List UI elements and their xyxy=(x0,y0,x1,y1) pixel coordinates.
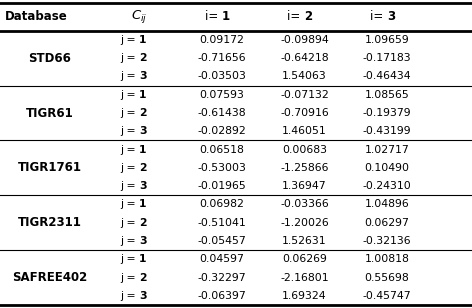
Text: 1.36947: 1.36947 xyxy=(282,181,327,191)
Text: 3: 3 xyxy=(387,10,395,23)
Text: 1: 1 xyxy=(139,144,147,155)
Text: j =: j = xyxy=(120,163,139,173)
Text: TIGR2311: TIGR2311 xyxy=(17,216,82,229)
Text: i=: i= xyxy=(205,10,222,23)
Text: -0.70916: -0.70916 xyxy=(280,108,329,118)
Text: -0.24310: -0.24310 xyxy=(362,181,412,191)
Text: 2: 2 xyxy=(139,273,147,282)
Text: 3: 3 xyxy=(139,126,147,136)
Text: 3: 3 xyxy=(139,236,147,246)
Text: 2: 2 xyxy=(139,53,147,63)
Text: j =: j = xyxy=(120,218,139,228)
Text: j =: j = xyxy=(120,181,139,191)
Text: -0.03503: -0.03503 xyxy=(197,71,246,82)
Text: -0.71656: -0.71656 xyxy=(197,53,246,63)
Text: 3: 3 xyxy=(139,291,147,301)
Text: 3: 3 xyxy=(139,71,147,82)
Text: Database: Database xyxy=(5,10,67,23)
Text: -0.19379: -0.19379 xyxy=(362,108,412,118)
Text: 2: 2 xyxy=(139,108,147,118)
Text: -0.05457: -0.05457 xyxy=(197,236,246,246)
Text: -0.53003: -0.53003 xyxy=(197,163,246,173)
Text: -0.17183: -0.17183 xyxy=(362,53,412,63)
Text: 1: 1 xyxy=(222,10,230,23)
Text: j =: j = xyxy=(120,254,139,264)
Text: -0.01965: -0.01965 xyxy=(197,181,246,191)
Text: 1: 1 xyxy=(139,254,147,264)
Text: -0.61438: -0.61438 xyxy=(197,108,246,118)
Text: 1.04896: 1.04896 xyxy=(365,199,409,209)
Text: j =: j = xyxy=(120,144,139,155)
Text: 0.55698: 0.55698 xyxy=(365,273,409,282)
Text: -0.02892: -0.02892 xyxy=(197,126,246,136)
Text: j =: j = xyxy=(120,90,139,100)
Text: 1: 1 xyxy=(139,199,147,209)
Text: -0.43199: -0.43199 xyxy=(362,126,412,136)
Text: 1.09659: 1.09659 xyxy=(365,35,409,45)
Text: j =: j = xyxy=(120,108,139,118)
Text: TIGR61: TIGR61 xyxy=(25,107,74,120)
Text: -0.06397: -0.06397 xyxy=(197,291,246,301)
Text: 0.06982: 0.06982 xyxy=(199,199,244,209)
Text: 1.00818: 1.00818 xyxy=(364,254,410,264)
Text: i=: i= xyxy=(287,10,304,23)
Text: j =: j = xyxy=(120,273,139,282)
Text: 0.04597: 0.04597 xyxy=(199,254,244,264)
Text: 0.06518: 0.06518 xyxy=(199,144,244,155)
Text: j =: j = xyxy=(120,291,139,301)
Text: SAFREE402: SAFREE402 xyxy=(12,271,87,284)
Text: 0.06269: 0.06269 xyxy=(282,254,327,264)
Text: -0.45747: -0.45747 xyxy=(362,291,412,301)
Text: 0.00683: 0.00683 xyxy=(282,144,327,155)
Text: -0.09894: -0.09894 xyxy=(280,35,329,45)
Text: i=: i= xyxy=(370,10,387,23)
Text: -0.51041: -0.51041 xyxy=(197,218,246,228)
Text: 1.02717: 1.02717 xyxy=(365,144,409,155)
Text: j =: j = xyxy=(120,35,139,45)
Text: j =: j = xyxy=(120,53,139,63)
Text: 0.06297: 0.06297 xyxy=(364,218,410,228)
Text: 3: 3 xyxy=(139,181,147,191)
Text: 2: 2 xyxy=(304,10,312,23)
Text: -0.32136: -0.32136 xyxy=(362,236,412,246)
Text: 1.46051: 1.46051 xyxy=(282,126,327,136)
Text: j =: j = xyxy=(120,71,139,82)
Text: -2.16801: -2.16801 xyxy=(280,273,329,282)
Text: 1.52631: 1.52631 xyxy=(282,236,327,246)
Text: STD66: STD66 xyxy=(28,52,71,65)
Text: -0.03366: -0.03366 xyxy=(280,199,329,209)
Text: $\mathit{C}_{ij}$: $\mathit{C}_{ij}$ xyxy=(131,8,147,26)
Text: -0.64218: -0.64218 xyxy=(280,53,329,63)
Text: -0.32297: -0.32297 xyxy=(197,273,246,282)
Text: 1.08565: 1.08565 xyxy=(365,90,409,100)
Text: j =: j = xyxy=(120,199,139,209)
Text: 0.09172: 0.09172 xyxy=(199,35,244,45)
Text: j =: j = xyxy=(120,126,139,136)
Text: 0.10490: 0.10490 xyxy=(364,163,410,173)
Text: 0.07593: 0.07593 xyxy=(199,90,244,100)
Text: 2: 2 xyxy=(139,163,147,173)
Text: -0.07132: -0.07132 xyxy=(280,90,329,100)
Text: -1.25866: -1.25866 xyxy=(280,163,329,173)
Text: TIGR1761: TIGR1761 xyxy=(17,161,82,174)
Text: 1.69324: 1.69324 xyxy=(282,291,327,301)
Text: j =: j = xyxy=(120,236,139,246)
Text: 1.54063: 1.54063 xyxy=(282,71,327,82)
Text: 1: 1 xyxy=(139,35,147,45)
Text: -1.20026: -1.20026 xyxy=(280,218,329,228)
Text: -0.46434: -0.46434 xyxy=(362,71,412,82)
Text: 1: 1 xyxy=(139,90,147,100)
Text: 2: 2 xyxy=(139,218,147,228)
